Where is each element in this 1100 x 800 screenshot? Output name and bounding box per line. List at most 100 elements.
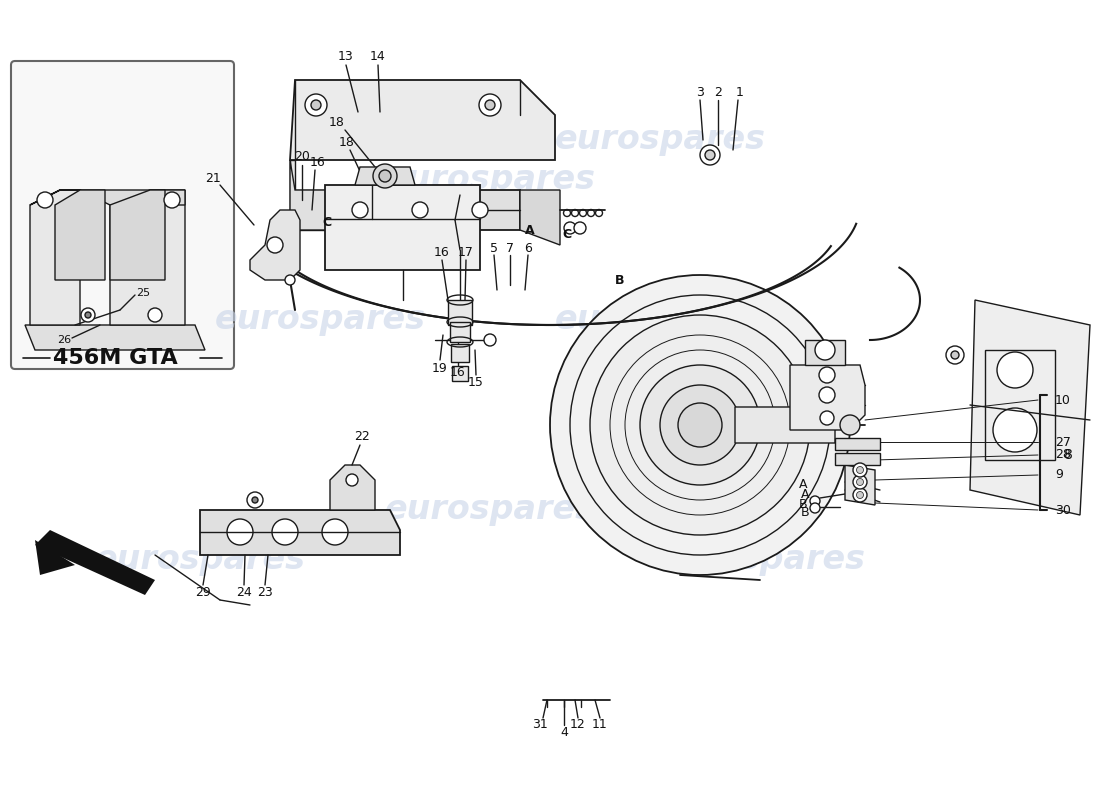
Circle shape	[574, 222, 586, 234]
Text: eurospares: eurospares	[95, 543, 306, 577]
Circle shape	[305, 94, 327, 116]
Text: B: B	[799, 498, 807, 510]
Polygon shape	[55, 190, 104, 280]
Text: eurospares: eurospares	[554, 123, 766, 157]
Circle shape	[272, 519, 298, 545]
Text: 2: 2	[714, 86, 722, 98]
Circle shape	[815, 340, 835, 360]
Circle shape	[640, 365, 760, 485]
Text: 29: 29	[195, 586, 211, 598]
Circle shape	[840, 415, 860, 435]
Circle shape	[857, 491, 864, 498]
Polygon shape	[110, 190, 165, 280]
Circle shape	[252, 497, 258, 503]
Text: C: C	[562, 229, 572, 242]
Circle shape	[857, 466, 864, 474]
Bar	[984, 350, 1055, 460]
Circle shape	[346, 474, 358, 486]
Text: 18: 18	[329, 115, 345, 129]
Circle shape	[322, 519, 348, 545]
Circle shape	[267, 237, 283, 253]
Text: 19: 19	[432, 362, 448, 374]
Polygon shape	[970, 300, 1090, 515]
Polygon shape	[110, 190, 185, 325]
Bar	[835, 438, 880, 450]
Circle shape	[484, 334, 496, 346]
Circle shape	[485, 100, 495, 110]
Text: eurospares: eurospares	[214, 303, 426, 337]
Circle shape	[412, 202, 428, 218]
Circle shape	[285, 275, 295, 285]
Circle shape	[164, 192, 180, 208]
Text: 21: 21	[205, 171, 221, 185]
Polygon shape	[200, 510, 400, 555]
Bar	[835, 453, 880, 465]
Text: 30: 30	[1055, 503, 1071, 517]
Text: 26: 26	[57, 335, 72, 345]
Circle shape	[472, 202, 488, 218]
Polygon shape	[330, 465, 375, 510]
Text: 31: 31	[532, 718, 548, 731]
Text: 16: 16	[310, 155, 326, 169]
Polygon shape	[520, 190, 560, 245]
Circle shape	[678, 403, 722, 447]
Circle shape	[478, 94, 500, 116]
Circle shape	[852, 463, 867, 477]
Circle shape	[352, 202, 368, 218]
Circle shape	[700, 145, 720, 165]
Polygon shape	[30, 190, 80, 325]
Text: eurospares: eurospares	[385, 494, 595, 526]
Text: 23: 23	[257, 586, 273, 598]
Polygon shape	[290, 160, 330, 230]
Text: 456M GTA: 456M GTA	[53, 348, 177, 368]
FancyBboxPatch shape	[11, 61, 234, 369]
Text: 16: 16	[434, 246, 450, 258]
Text: 13: 13	[338, 50, 354, 63]
Text: B: B	[615, 274, 625, 286]
Text: 20: 20	[294, 150, 310, 163]
Text: 22: 22	[354, 430, 370, 443]
Text: 9: 9	[1055, 469, 1063, 482]
Text: 27: 27	[1055, 435, 1071, 449]
Circle shape	[946, 346, 964, 364]
Circle shape	[379, 170, 390, 182]
Polygon shape	[805, 340, 845, 365]
Circle shape	[820, 367, 835, 383]
Text: B: B	[801, 506, 810, 518]
Polygon shape	[790, 365, 865, 430]
Circle shape	[852, 475, 867, 489]
Text: 17: 17	[458, 246, 474, 258]
Text: 8: 8	[1064, 448, 1072, 462]
Circle shape	[952, 351, 959, 359]
Text: 24: 24	[236, 586, 252, 598]
Bar	[450, 322, 470, 342]
Circle shape	[810, 496, 820, 506]
Circle shape	[820, 387, 835, 403]
Bar	[452, 366, 468, 381]
Circle shape	[857, 478, 864, 486]
Circle shape	[227, 519, 253, 545]
Polygon shape	[25, 325, 205, 350]
Bar	[324, 185, 480, 270]
Text: 15: 15	[469, 377, 484, 390]
Polygon shape	[735, 407, 845, 443]
Text: A: A	[799, 478, 807, 491]
Polygon shape	[250, 210, 300, 280]
Polygon shape	[290, 80, 556, 160]
Text: 1: 1	[736, 86, 744, 98]
Circle shape	[660, 385, 740, 465]
Text: 3: 3	[696, 86, 704, 98]
Circle shape	[550, 275, 850, 575]
Bar	[448, 300, 472, 325]
Circle shape	[820, 411, 834, 425]
Circle shape	[997, 352, 1033, 388]
Polygon shape	[330, 190, 520, 230]
Text: 6: 6	[524, 242, 532, 254]
Text: 18: 18	[339, 135, 355, 149]
Text: 16: 16	[450, 366, 466, 379]
Circle shape	[81, 308, 95, 322]
Polygon shape	[35, 540, 75, 575]
Text: 12: 12	[570, 718, 586, 731]
Circle shape	[810, 503, 820, 513]
Text: A: A	[525, 223, 535, 237]
